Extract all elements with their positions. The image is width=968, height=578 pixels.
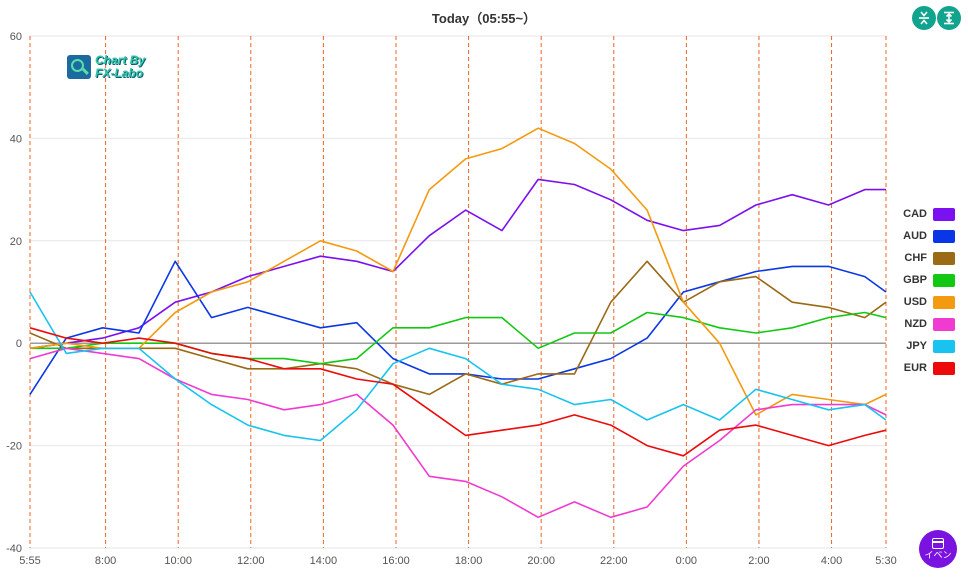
series-line-eur (29, 327, 887, 457)
x-tick-label: 2:00 (748, 555, 769, 567)
y-tick-label: 60 (10, 31, 22, 43)
x-tick-label: 16:00 (382, 555, 410, 567)
legend-swatch (933, 361, 955, 375)
grid-layer (29, 35, 887, 549)
vertical-compress-button[interactable] (912, 6, 936, 30)
legend-label: CHF (904, 252, 927, 264)
legend-swatch (933, 251, 955, 265)
legend: CAD AUD CHF GBP USD NZD JPY EUR (895, 203, 955, 379)
series-line-aud (29, 260, 887, 395)
y-tick-label: 40 (10, 133, 22, 145)
logo-line-1: Chart By (95, 53, 146, 67)
legend-item-gbp[interactable]: GBP (895, 269, 955, 291)
axis-layer: -40 -20 0 20 40 60 5:55 8:00 10:00 12:00 14:00 16:0… (6, 31, 897, 567)
legend-label: NZD (904, 318, 927, 330)
magnifier-icon (67, 55, 91, 79)
legend-item-cad[interactable]: CAD (895, 203, 955, 225)
legend-label: AUD (903, 230, 927, 242)
legend-item-aud[interactable]: AUD (895, 225, 955, 247)
legend-label: USD (903, 296, 927, 308)
chart-by-fx-labo-logo: Chart By FX-Labo (67, 54, 167, 84)
legend-label: CAD (903, 208, 927, 220)
calendar-icon (932, 538, 944, 549)
fit-height-button[interactable] (937, 6, 961, 30)
x-tick-label: 18:00 (455, 555, 483, 567)
x-tick-label: 8:00 (95, 555, 116, 567)
event-button-label: イベン (924, 550, 952, 560)
chart-title: Today（05:55~） (431, 11, 537, 26)
series-line-jpy (29, 291, 887, 442)
y-tick-label: -40 (6, 543, 22, 555)
fit-height-icon (944, 11, 954, 25)
series-line-usd (29, 127, 887, 416)
x-tick-label: 5:30 (875, 555, 896, 567)
series-line-cad (29, 178, 886, 350)
legend-item-jpy[interactable]: JPY (895, 335, 955, 357)
legend-item-nzd[interactable]: NZD (895, 313, 955, 335)
legend-swatch (933, 339, 955, 353)
y-tick-label: 0 (16, 338, 22, 350)
x-tick-label: 0:00 (676, 555, 697, 567)
series-line-chf (29, 260, 887, 396)
x-tick-label: 20:00 (527, 555, 555, 567)
x-tick-label: 14:00 (310, 555, 338, 567)
x-tick-label: 12:00 (237, 555, 265, 567)
series-layer (29, 127, 887, 519)
y-tick-label: -20 (6, 441, 22, 453)
legend-swatch (933, 207, 955, 221)
event-button[interactable]: イベン (919, 530, 957, 568)
legend-item-eur[interactable]: EUR (895, 357, 955, 379)
legend-swatch (933, 273, 955, 287)
legend-swatch (933, 317, 955, 331)
x-tick-label: 22:00 (600, 555, 628, 567)
legend-item-chf[interactable]: CHF (895, 247, 955, 269)
x-tick-label: 4:00 (821, 555, 842, 567)
vertical-compress-icon (919, 11, 929, 25)
y-tick-label: 20 (10, 236, 22, 248)
legend-swatch (933, 229, 955, 243)
legend-label: EUR (903, 362, 927, 374)
legend-swatch (933, 295, 955, 309)
x-tick-label: 5:55 (19, 555, 40, 567)
legend-label: JPY (906, 340, 927, 352)
legend-item-usd[interactable]: USD (895, 291, 955, 313)
logo-line-2: FX-Labo (95, 66, 143, 80)
x-tick-label: 10:00 (164, 555, 192, 567)
legend-label: GBP (903, 274, 927, 286)
